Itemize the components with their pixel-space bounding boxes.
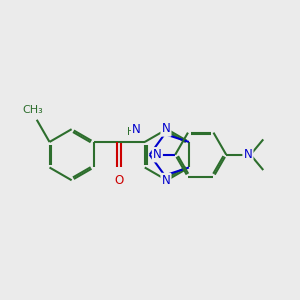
- Text: O: O: [115, 174, 124, 187]
- Text: N: N: [162, 174, 170, 187]
- Text: N: N: [162, 122, 170, 136]
- Text: CH₃: CH₃: [22, 105, 43, 115]
- Text: H: H: [127, 127, 135, 137]
- Text: N: N: [153, 148, 162, 161]
- Text: N: N: [132, 123, 141, 136]
- Text: N: N: [244, 148, 252, 161]
